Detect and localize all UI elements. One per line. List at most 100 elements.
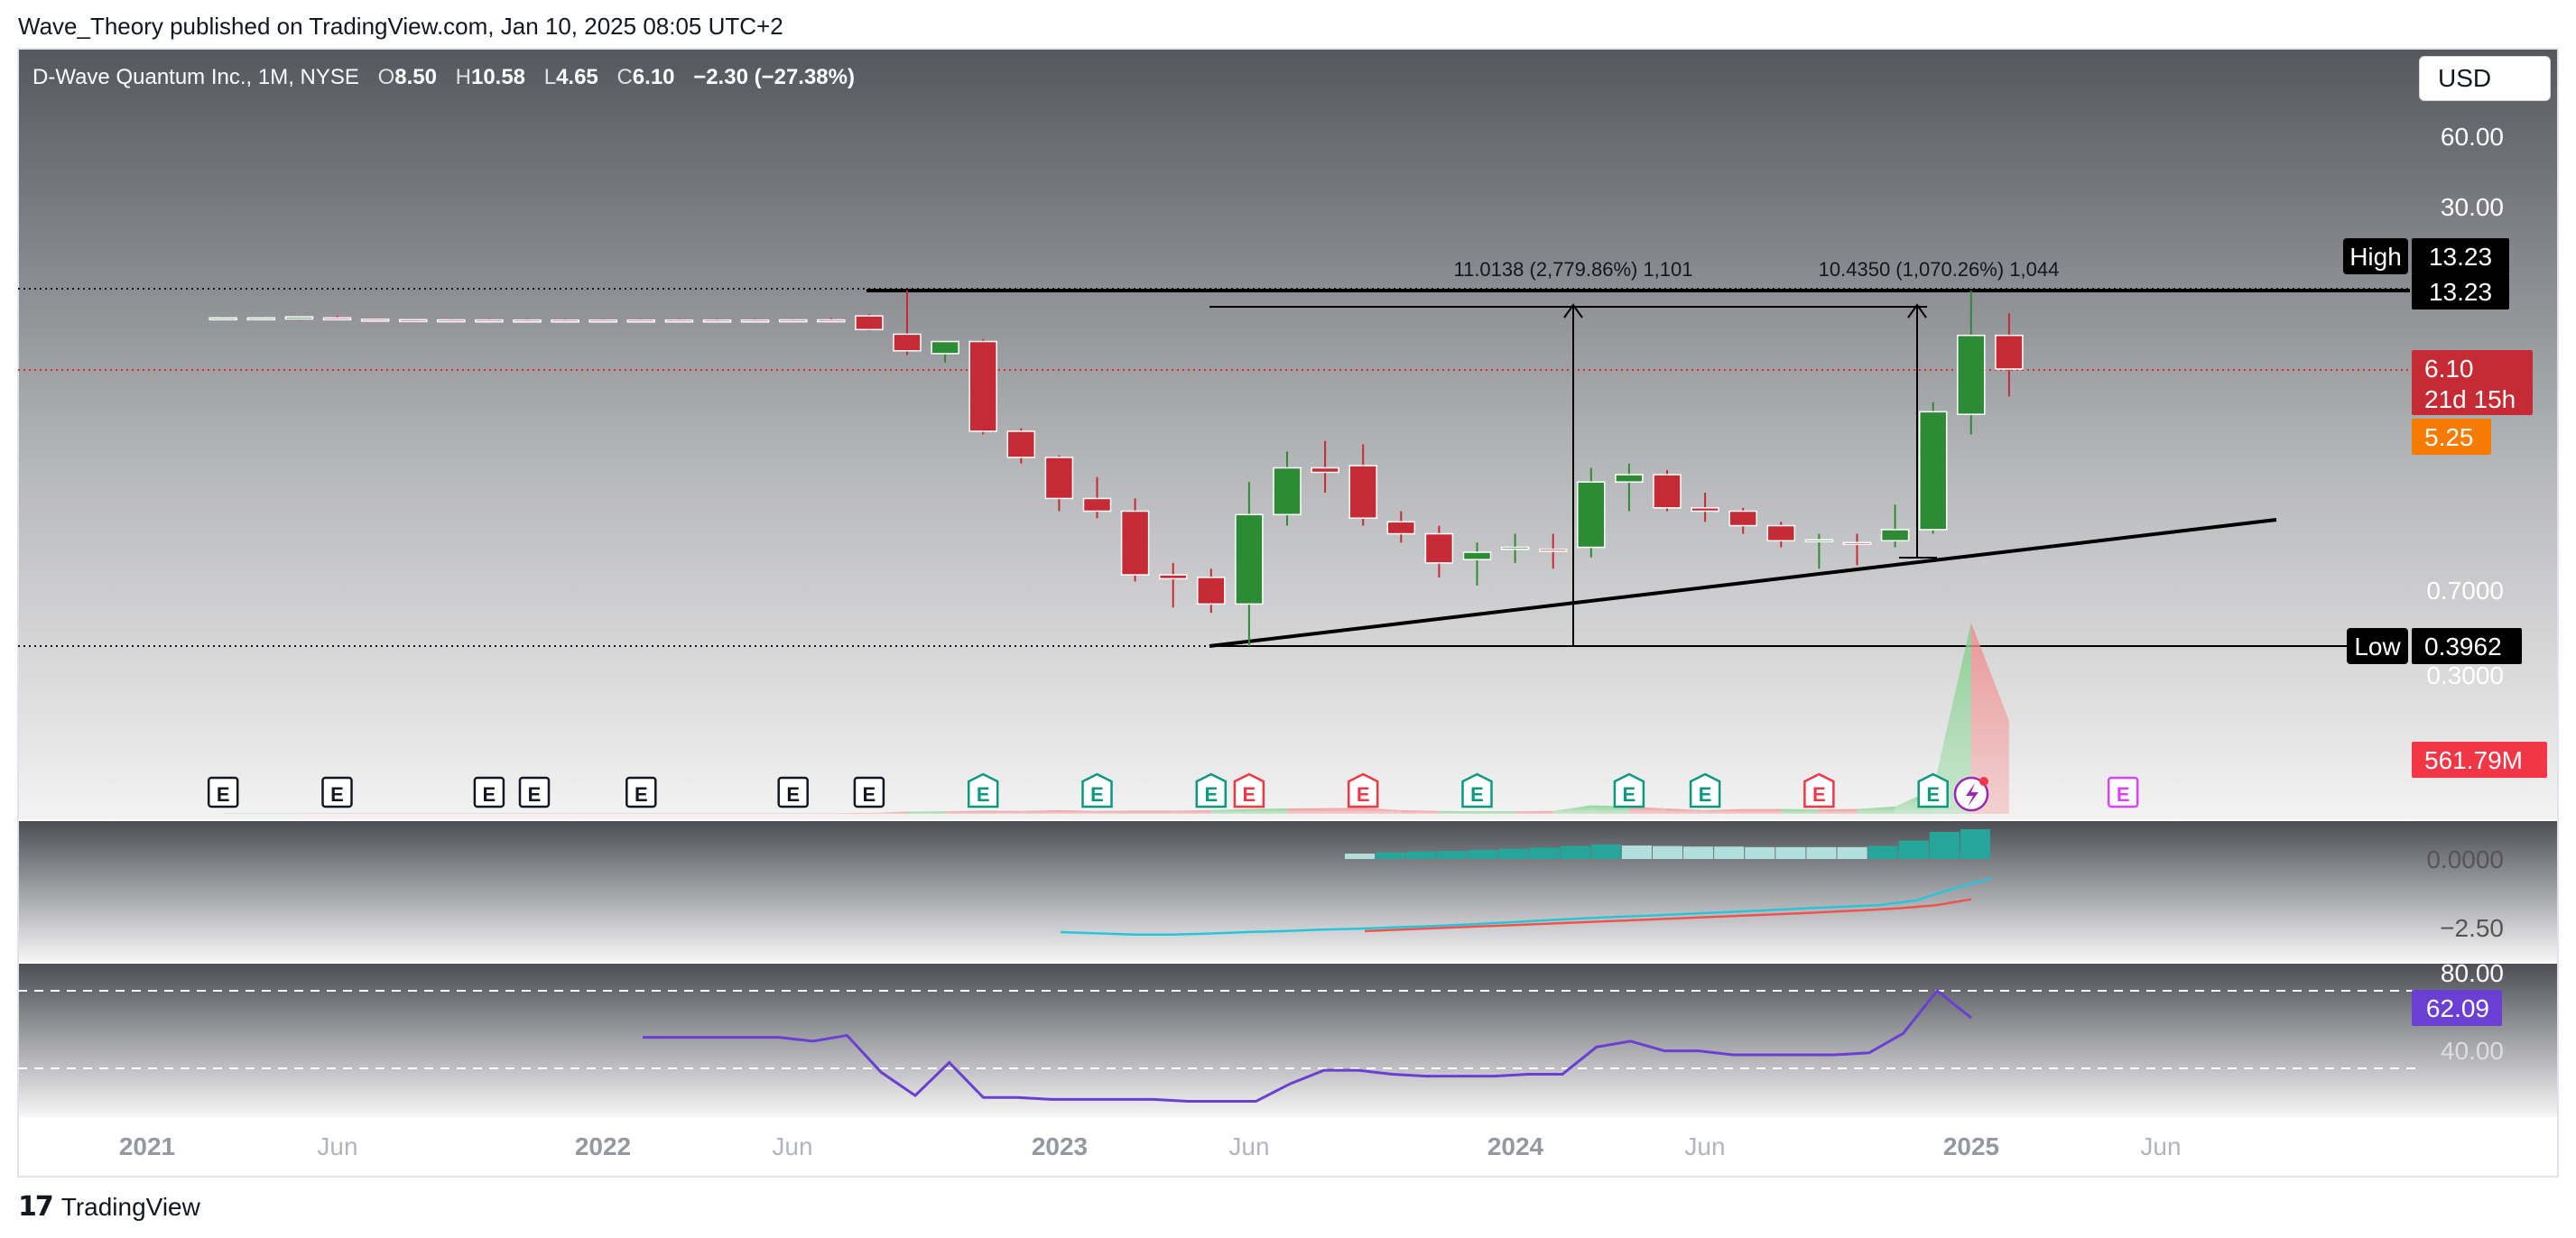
earnings-marker[interactable]: E xyxy=(1195,772,1228,808)
svg-text:13.23: 13.23 xyxy=(2429,278,2492,306)
measure-2-label: 10.4350 (1,070.26%) 1,044 xyxy=(1819,258,2060,281)
macd-layer xyxy=(1060,829,1992,936)
candle xyxy=(1615,463,1644,512)
macd-bar xyxy=(1529,847,1560,859)
candle xyxy=(437,319,466,323)
candle-body xyxy=(702,319,732,323)
candle-body xyxy=(551,319,579,323)
candle xyxy=(1995,313,2024,397)
candle-body xyxy=(893,333,922,352)
candle xyxy=(1766,522,1796,548)
candle-body xyxy=(1842,541,1872,546)
macd-line xyxy=(1060,877,1992,936)
high-line-badge xyxy=(2412,273,2509,310)
candle xyxy=(284,316,314,320)
earnings-marker[interactable]: E xyxy=(1689,772,1721,808)
rsi-line xyxy=(643,988,1972,1104)
candle xyxy=(1842,533,1872,566)
svg-text:5.25: 5.25 xyxy=(2424,423,2474,451)
candle-body xyxy=(1158,574,1188,580)
volume-segment xyxy=(1819,808,1858,814)
svg-text:High: High xyxy=(2349,243,2402,271)
candle xyxy=(740,319,770,323)
candle xyxy=(931,340,959,363)
footer-brand-label: TradingView xyxy=(60,1192,200,1221)
candle-body xyxy=(1197,577,1226,605)
earnings-marker[interactable]: E xyxy=(777,776,809,808)
macd-pane xyxy=(18,821,2558,962)
time-tick: 2022 xyxy=(575,1132,631,1160)
svg-text:E: E xyxy=(786,783,800,806)
macd-bar xyxy=(1683,846,1714,859)
candle xyxy=(1880,504,1910,548)
countdown: 21d 15h xyxy=(2424,385,2516,413)
earnings-marker[interactable]: E xyxy=(1233,772,1265,808)
earnings-marker[interactable]: E xyxy=(1917,772,1949,808)
volume-segment xyxy=(1325,808,1364,814)
rsi-layer xyxy=(643,988,1972,1104)
candle-body xyxy=(1804,539,1834,543)
candle xyxy=(702,319,732,323)
rsi-tick-80: 80.00 xyxy=(2441,959,2504,987)
svg-text:E: E xyxy=(528,783,542,806)
volume-segment xyxy=(412,813,451,814)
candle-body xyxy=(1120,510,1150,576)
candle-body xyxy=(1082,497,1112,513)
macd-bar xyxy=(1960,829,1990,859)
earnings-marker[interactable]: E xyxy=(1613,772,1645,808)
svg-text:E: E xyxy=(1357,783,1370,806)
volume-segment xyxy=(983,810,1022,814)
earnings-marker[interactable]: E xyxy=(967,772,999,808)
candle-body xyxy=(1766,524,1796,542)
volume-layer xyxy=(223,623,2009,814)
macd-bar xyxy=(1775,846,1806,859)
svg-text:E: E xyxy=(1470,783,1484,806)
svg-text:6.10: 6.10 xyxy=(2424,355,2474,383)
earnings-marker[interactable]: E xyxy=(1081,772,1113,808)
candle-body xyxy=(1044,457,1074,500)
earnings-marker[interactable]: E xyxy=(2107,776,2139,808)
measure-1-label: 11.0138 (2,779.86%) 1,101 xyxy=(1453,258,1692,281)
earnings-marker[interactable]: E xyxy=(518,776,551,808)
svg-text:E: E xyxy=(1243,783,1256,806)
volume-segment xyxy=(1439,810,1478,814)
earnings-marker[interactable]: E xyxy=(1461,772,1493,808)
macd-tick-0: 0.0000 xyxy=(2426,845,2504,873)
candle xyxy=(626,319,656,323)
volume-segment xyxy=(1401,809,1440,814)
time-tick: 2021 xyxy=(119,1132,175,1160)
time-tick: Jun xyxy=(2140,1132,2181,1160)
candle xyxy=(1728,507,1757,534)
earnings-marker[interactable]: E xyxy=(1347,772,1379,808)
macd-bar xyxy=(1406,851,1437,859)
macd-bar xyxy=(1498,848,1529,859)
earnings-marker[interactable]: E xyxy=(625,776,657,808)
publisher-line: Wave_Theory published on TradingView.com… xyxy=(18,13,783,40)
earnings-marker[interactable]: E xyxy=(853,776,885,808)
volume-segment xyxy=(299,813,338,814)
candle-body xyxy=(664,319,694,323)
earnings-marker[interactable]: E xyxy=(1803,772,1835,808)
currency-button[interactable]: USD xyxy=(2419,56,2551,101)
svg-text:13.23: 13.23 xyxy=(2429,243,2492,271)
svg-text:E: E xyxy=(1090,783,1104,806)
volume-segment xyxy=(603,813,642,814)
svg-text:E: E xyxy=(2117,783,2130,806)
candle xyxy=(1500,533,1530,563)
candle xyxy=(664,319,694,323)
earnings-marker[interactable]: E xyxy=(321,776,353,808)
svg-text:Low: Low xyxy=(2354,633,2401,661)
candle xyxy=(968,338,997,435)
candle xyxy=(855,313,884,331)
candle-body xyxy=(208,317,237,321)
candle-body xyxy=(740,319,770,323)
lightning-icon[interactable] xyxy=(1953,776,1989,812)
svg-text:561.79M: 561.79M xyxy=(2424,746,2523,774)
earnings-marker[interactable]: E xyxy=(473,776,505,808)
volume-segment xyxy=(1743,808,1782,814)
footer-brand[interactable]: 17 TradingView xyxy=(18,1191,200,1223)
earnings-marker[interactable]: E xyxy=(207,776,239,808)
candle xyxy=(551,319,579,323)
candle xyxy=(398,319,428,323)
time-tick: 2025 xyxy=(1943,1132,1999,1160)
